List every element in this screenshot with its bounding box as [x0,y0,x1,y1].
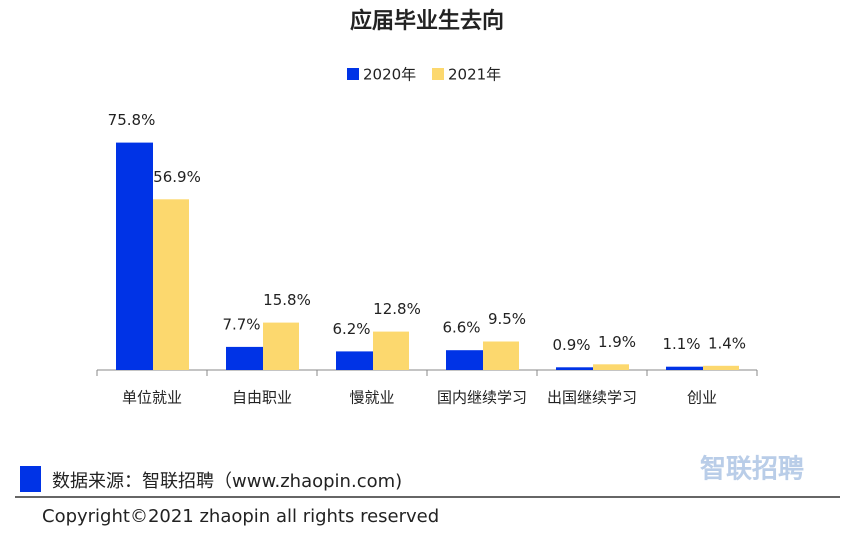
bar [336,351,373,370]
x-tick-label: 慢就业 [349,389,394,407]
x-tick-label: 自由职业 [232,389,292,407]
data-label: 6.2% [332,320,370,338]
bar [373,331,409,370]
data-label: 1.9% [598,333,636,351]
legend-label: 2020年 [363,66,416,84]
x-tick-label: 单位就业 [122,389,182,407]
data-label: 15.8% [263,291,311,309]
x-tick-label: 出国继续学习 [547,389,637,407]
x-tick-label: 国内继续学习 [437,389,527,407]
data-label: 0.9% [552,336,590,354]
data-label: 9.5% [488,310,526,328]
bar [703,365,739,370]
bar [593,364,629,370]
bar [556,367,593,370]
chart-title: 应届毕业生去向 [350,8,504,34]
bar [666,366,703,370]
legend-swatch [347,68,359,80]
source-note: 数据来源：智联招聘（www.zhaopin.com) [52,471,402,492]
data-label: 75.8% [108,111,156,129]
data-label: 1.4% [708,334,746,352]
bar [226,346,263,370]
source-icon [20,466,41,492]
bar [116,142,153,370]
bar [483,341,519,370]
bar [263,322,299,370]
bar [446,350,483,370]
data-label: 12.8% [373,300,421,318]
x-tick-label: 创业 [687,389,717,407]
legend-swatch [432,68,444,80]
data-label: 6.6% [442,319,480,337]
legend-label: 2021年 [448,66,501,84]
copyright: Copyright©2021 zhaopin all rights reserv… [42,506,439,527]
logo-watermark: 智联招聘 [700,455,804,485]
data-label: 56.9% [153,168,201,186]
bar [153,199,189,370]
data-label: 7.7% [222,315,260,333]
data-label: 1.1% [662,335,700,353]
